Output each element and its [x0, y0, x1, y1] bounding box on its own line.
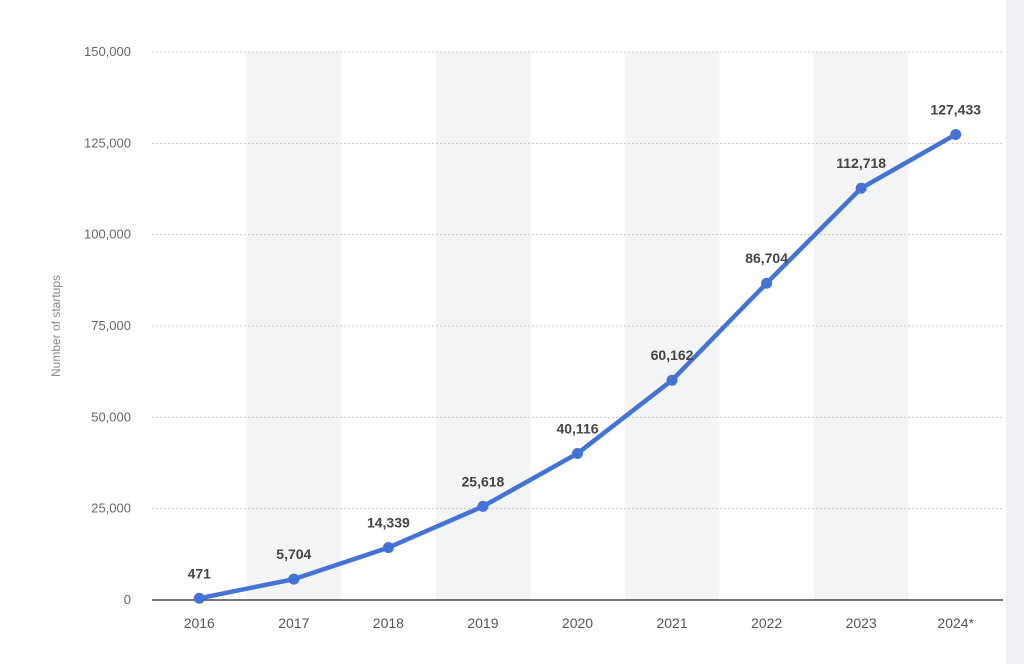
x-tick-label: 2021	[656, 615, 687, 631]
data-label: 471	[188, 565, 212, 581]
x-tick-label: 2020	[562, 615, 593, 631]
y-axis-ticks: 0 25,000 50,000 75,000 100,000 125,000 150,000	[84, 44, 131, 607]
data-label: 112,718	[836, 155, 886, 171]
x-tick-label: 2023	[846, 615, 877, 631]
data-label: 127,433	[930, 101, 981, 117]
data-label: 60,162	[651, 347, 694, 363]
y-tick-label: 0	[124, 592, 131, 607]
data-point	[288, 573, 300, 585]
data-label: 40,116	[556, 420, 598, 436]
y-tick-label: 100,000	[84, 227, 131, 242]
x-tick-label: 2024*	[937, 615, 974, 631]
series-group	[193, 128, 962, 604]
data-point	[572, 447, 583, 459]
y-tick-label: 150,000	[84, 44, 131, 59]
data-point	[666, 374, 678, 386]
data-point	[950, 128, 962, 140]
data-point	[477, 500, 489, 512]
x-tick-label: 2018	[373, 615, 404, 631]
x-tick-label: 2019	[467, 615, 498, 631]
y-tick-label: 75,000	[91, 318, 131, 333]
data-label: 5,704	[276, 546, 311, 562]
data-labels: 471 5,704 14,339 25,618 40,116 60,162 86,704 11…	[188, 101, 982, 581]
y-axis-title: Number of startups	[49, 275, 63, 377]
page-edge-strip	[1006, 0, 1024, 664]
x-axis-ticks: 2016 2017 2018 2019 2020 2021 2022 2023 2024*	[184, 615, 975, 631]
data-point	[761, 277, 773, 289]
y-tick-label: 50,000	[91, 409, 131, 424]
data-point	[193, 592, 205, 604]
data-point	[855, 182, 867, 194]
data-point	[382, 542, 394, 554]
x-tick-label: 2017	[278, 615, 309, 631]
data-label: 25,618	[462, 473, 505, 489]
x-tick-label: 2016	[184, 615, 215, 631]
data-label: 14,339	[367, 515, 410, 531]
gridlines	[152, 51, 1003, 510]
x-tick-label: 2022	[751, 615, 782, 631]
data-label: 86,704	[745, 250, 788, 266]
y-tick-label: 125,000	[84, 135, 131, 150]
y-tick-label: 25,000	[91, 501, 131, 516]
